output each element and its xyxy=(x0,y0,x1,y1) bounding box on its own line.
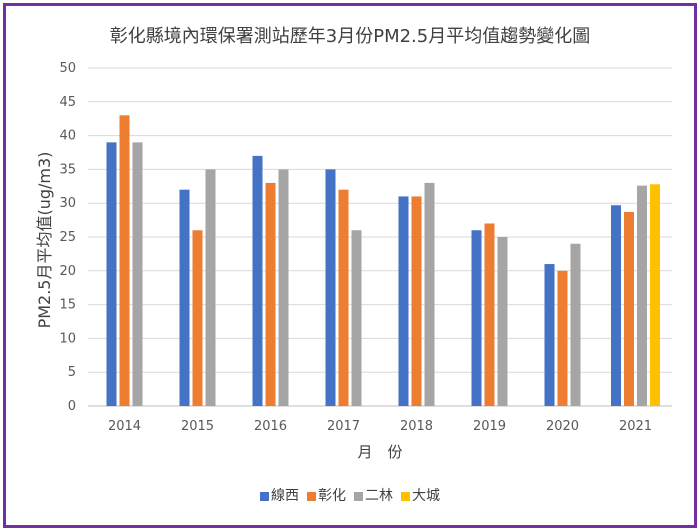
x-tick-label: 2017 xyxy=(327,419,360,434)
y-tick-label: 40 xyxy=(59,129,76,144)
bar-2017-線西 xyxy=(325,169,336,406)
y-tick-label: 15 xyxy=(59,298,76,313)
bar-2014-二林 xyxy=(132,142,143,407)
x-tick-label: 2019 xyxy=(473,419,506,434)
legend-swatch xyxy=(260,491,269,501)
bar-2020-彰化 xyxy=(557,270,568,406)
legend-label: 線西 xyxy=(271,488,299,504)
bar-2021-大城 xyxy=(650,184,660,406)
bar-2015-二林 xyxy=(205,169,216,406)
bar-2021-線西 xyxy=(611,205,621,406)
bar-2016-二林 xyxy=(278,169,289,406)
chart-frame xyxy=(3,3,697,528)
x-tick-label: 2014 xyxy=(108,419,141,434)
bar-2020-線西 xyxy=(544,264,555,406)
bar-2019-線西 xyxy=(471,230,482,406)
bar-2015-彰化 xyxy=(192,230,203,406)
legend-item: 二林 xyxy=(354,485,393,505)
x-tick-label: 2020 xyxy=(546,419,579,434)
y-tick-label: 30 xyxy=(59,196,76,211)
x-tick-label: 2015 xyxy=(181,419,214,434)
x-tick-label: 2018 xyxy=(400,419,433,434)
legend-swatch xyxy=(354,491,363,501)
bar-2016-線西 xyxy=(252,155,263,406)
bar-2016-彰化 xyxy=(265,182,276,406)
legend-label: 大城 xyxy=(412,488,440,504)
legend-item: 線西 xyxy=(260,485,299,505)
legend-label: 彰化 xyxy=(318,488,346,504)
bar-2021-彰化 xyxy=(624,211,634,406)
y-axis-label: PM2.5月平均值(ug/m3) xyxy=(35,152,54,329)
x-tick-label: 2021 xyxy=(619,419,652,434)
y-tick-label: 35 xyxy=(59,162,76,177)
legend-swatch xyxy=(401,491,410,501)
y-tick-label: 10 xyxy=(59,331,76,346)
bar-2015-線西 xyxy=(179,189,190,406)
x-axis-label: 月 份 xyxy=(357,443,402,461)
legend-item: 大城 xyxy=(401,485,440,505)
bar-2019-二林 xyxy=(497,237,508,406)
legend-label: 二林 xyxy=(365,488,393,504)
bar-2021-二林 xyxy=(637,185,647,406)
y-tick-label: 0 xyxy=(68,399,76,414)
chart-legend: 線西 彰化 二林 大城 xyxy=(0,485,700,505)
y-tick-label: 25 xyxy=(59,230,76,245)
bar-2014-彰化 xyxy=(119,115,130,406)
y-tick-label: 20 xyxy=(59,264,76,279)
bar-2018-二林 xyxy=(424,182,435,406)
y-tick-label: 45 xyxy=(59,95,76,110)
y-tick-label: 5 xyxy=(68,365,76,380)
x-tick-label: 2016 xyxy=(254,419,287,434)
bar-2014-線西 xyxy=(106,142,117,407)
bar-2018-線西 xyxy=(398,196,409,406)
bar-2017-二林 xyxy=(351,230,362,406)
legend-swatch xyxy=(307,491,316,501)
legend-item: 彰化 xyxy=(307,485,346,505)
bar-2017-彰化 xyxy=(338,189,349,406)
bar-2018-彰化 xyxy=(411,196,422,406)
bar-2019-彰化 xyxy=(484,223,495,406)
chart-title: 彰化縣境內環保署測站歷年3月份PM2.5月平均值趨勢變化圖 xyxy=(109,26,591,47)
bar-2020-二林 xyxy=(570,243,581,406)
y-tick-label: 50 xyxy=(59,61,76,76)
